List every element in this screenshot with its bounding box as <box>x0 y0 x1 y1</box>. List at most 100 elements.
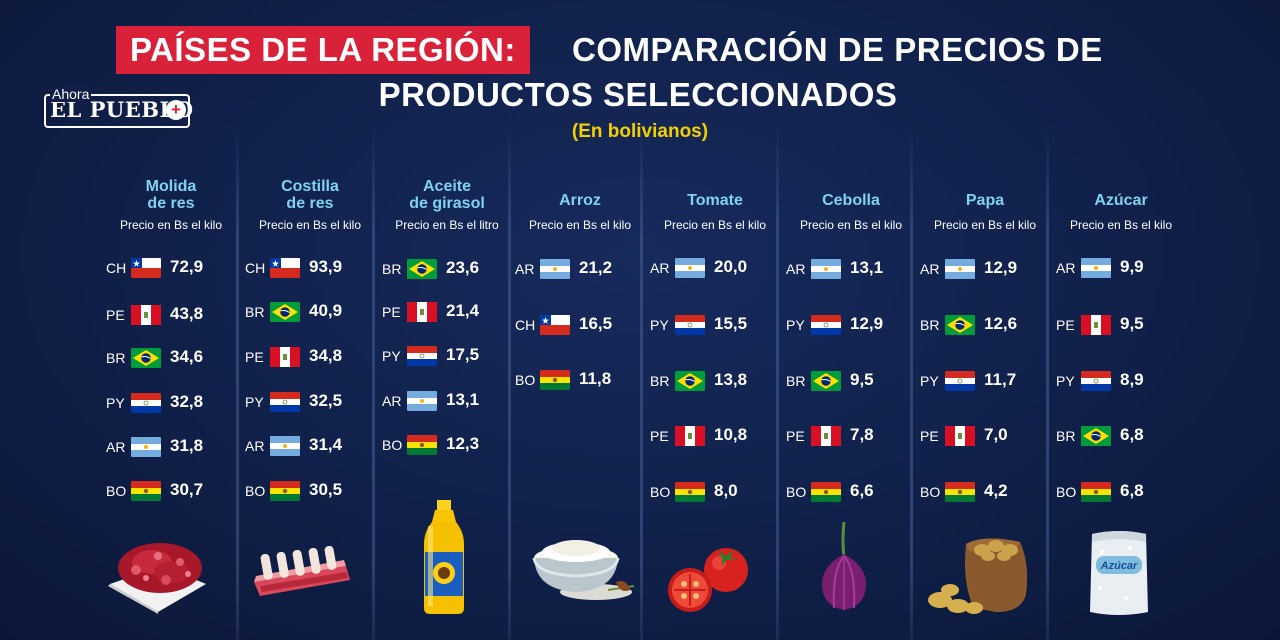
price-row: CH 93,9 <box>245 256 385 280</box>
price-row: PY 8,9 <box>1056 369 1196 393</box>
sugar-bag-icon: Azúcar <box>1090 531 1148 615</box>
country-code: PY <box>786 317 805 333</box>
price-value: 7,0 <box>984 425 1008 444</box>
country-code: PE <box>106 307 125 323</box>
price-value: 7,8 <box>850 425 874 444</box>
chile-flag-icon <box>540 315 570 335</box>
price-value: 34,6 <box>170 347 204 366</box>
product-name: Azúcar <box>1094 192 1148 209</box>
brazil-flag-icon <box>811 371 841 391</box>
country-code: AR <box>1056 260 1076 276</box>
logo-top-text: Ahora <box>50 86 92 102</box>
country-code: BR <box>245 304 265 320</box>
price-row: PE 9,5 <box>1056 313 1196 337</box>
price-value: 6,6 <box>850 481 874 500</box>
country-code: BO <box>786 484 807 500</box>
column-divider <box>372 128 375 640</box>
country-code: PE <box>650 428 669 444</box>
price-row: AR 13,1 <box>786 257 926 281</box>
product-name-line-2: de res <box>286 195 334 212</box>
country-code: BR <box>920 317 940 333</box>
price-value: 13,8 <box>714 370 748 389</box>
country-code: BR <box>106 350 126 366</box>
argentina-flag-icon <box>675 258 705 278</box>
price-unit-label: Precio en Bs el kilo <box>119 218 223 232</box>
column-divider <box>776 128 779 640</box>
argentina-flag-icon <box>407 391 437 411</box>
column-divider <box>236 128 239 640</box>
price-row: PY 17,5 <box>382 344 522 368</box>
column-divider <box>910 128 913 640</box>
country-code: PE <box>920 428 939 444</box>
country-code: CH <box>515 317 536 333</box>
peru-flag-icon <box>945 426 975 446</box>
price-value: 32,5 <box>309 391 343 410</box>
brazil-flag-icon <box>270 302 300 322</box>
price-value: 30,5 <box>309 480 343 499</box>
bolivia-flag-icon <box>945 482 975 502</box>
price-row: PE 43,8 <box>106 303 246 327</box>
price-row: BO 8,0 <box>650 480 790 504</box>
price-row: AR 20,0 <box>650 256 790 280</box>
price-value: 43,8 <box>170 304 204 323</box>
chile-flag-icon <box>270 258 300 278</box>
price-value: 6,8 <box>1120 425 1144 444</box>
logo: Ahora EL PUEBLO + <box>44 86 193 130</box>
price-row: BO 6,6 <box>786 480 926 504</box>
price-value: 9,9 <box>1120 257 1144 276</box>
country-code: CH <box>245 260 266 276</box>
bolivia-flag-icon <box>540 370 570 390</box>
price-row: AR 21,2 <box>515 257 655 281</box>
price-value: 93,9 <box>309 257 343 276</box>
bolivia-flag-icon <box>407 435 437 455</box>
price-row: BR 34,6 <box>106 346 246 370</box>
price-row: BR 9,5 <box>786 369 926 393</box>
chile-flag-icon <box>131 258 161 278</box>
peru-flag-icon <box>270 347 300 367</box>
price-unit-label: Precio en Bs el litro <box>395 218 499 232</box>
price-value: 31,4 <box>309 435 343 454</box>
price-unit-label: Precio en Bs el kilo <box>258 218 362 232</box>
product-name-line-2: de res <box>147 195 195 212</box>
product-name: Tomate <box>687 192 743 209</box>
paraguay-flag-icon <box>131 393 161 413</box>
country-code: BR <box>382 261 402 277</box>
price-row: BO 4,2 <box>920 480 1060 504</box>
peru-flag-icon <box>131 305 161 325</box>
paraguay-flag-icon <box>675 315 705 335</box>
price-value: 13,1 <box>850 258 884 277</box>
paraguay-flag-icon <box>407 346 437 366</box>
price-row: AR 9,9 <box>1056 256 1196 280</box>
column-divider <box>640 128 643 640</box>
paraguay-flag-icon <box>270 392 300 412</box>
country-code: AR <box>382 393 402 409</box>
argentina-flag-icon <box>1081 258 1111 278</box>
price-row: BO 30,7 <box>106 479 246 503</box>
peru-flag-icon <box>811 426 841 446</box>
country-code: AR <box>245 438 265 454</box>
price-value: 21,4 <box>446 301 480 320</box>
price-row: AR 31,8 <box>106 435 246 459</box>
plus-icon: + <box>166 100 186 120</box>
country-code: BO <box>920 484 941 500</box>
tomato-icon <box>668 548 748 612</box>
product-name-line-2: de girasol <box>409 195 485 212</box>
price-row: AR 13,1 <box>382 389 522 413</box>
title-text-2: PRODUCTOS SELECCIONADOS <box>378 76 898 113</box>
country-code: PY <box>382 348 401 364</box>
price-value: 12,3 <box>446 434 480 453</box>
rice-bowl-icon <box>532 540 635 600</box>
price-unit-label: Precio en Bs el kilo <box>528 218 632 232</box>
price-value: 32,8 <box>170 392 204 411</box>
country-code: PY <box>245 394 264 410</box>
price-value: 15,5 <box>714 314 748 333</box>
brazil-flag-icon <box>1081 426 1111 446</box>
country-code: BO <box>245 483 266 499</box>
country-code: PE <box>1056 317 1075 333</box>
country-code: PE <box>786 428 805 444</box>
sugar-bag-label: Azúcar <box>1100 560 1138 572</box>
price-value: 11,7 <box>984 370 1017 389</box>
brazil-flag-icon <box>407 259 437 279</box>
argentina-flag-icon <box>945 259 975 279</box>
price-row: PE 21,4 <box>382 300 522 324</box>
